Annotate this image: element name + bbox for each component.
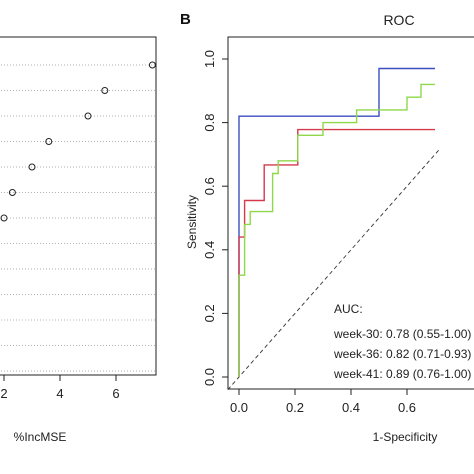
auc-entry: week-30: 0.78 (0.55-1.00): [333, 327, 471, 341]
importance-plot: 2 4 6 %IncMSE: [0, 36, 157, 444]
y-tick-label: 0.4: [202, 241, 217, 259]
y-tick-label: 0.0: [202, 368, 217, 386]
roc-title: ROC: [383, 12, 414, 28]
roc-plot: B ROC 0.0 0.2 0.4 0.6 0.8 1.0 0.0 0.2 0.4 0.6 Se…: [180, 11, 474, 444]
auc-entry: week-36: 0.82 (0.71-0.93): [333, 347, 471, 361]
importance-point: [148, 61, 156, 69]
y-tick-label: 0.8: [202, 114, 217, 132]
importance-point: [84, 112, 92, 120]
x-tick-label: 6: [112, 386, 119, 401]
importance-xlabel: %IncMSE: [14, 430, 67, 444]
y-tick-label: 1.0: [202, 50, 217, 68]
importance-point: [45, 138, 53, 145]
x-tick-label: 0.4: [342, 400, 360, 415]
x-tick-label: 0.0: [230, 400, 248, 415]
x-tick-label: 0.2: [286, 400, 304, 415]
roc-xlabel: 1-Specificity: [373, 430, 438, 444]
auc-entry: week-41: 0.89 (0.76-1.00): [333, 367, 471, 381]
auc-title: AUC:: [334, 302, 363, 316]
panel-label-b: B: [180, 11, 191, 28]
x-tick-label: 0.6: [398, 400, 416, 415]
importance-point: [8, 189, 16, 196]
importance-plot-frame: [0, 36, 157, 376]
roc-diagonal: [227, 147, 441, 391]
importance-point: [101, 87, 109, 94]
roc-curve-week-41: [238, 83, 435, 377]
roc-ylabel: Sensitivity: [185, 195, 199, 249]
importance-point: [0, 214, 8, 222]
roc-curve-week-30: [238, 67, 435, 377]
x-tick-label: 2: [0, 386, 7, 401]
x-tick-label: 4: [56, 386, 63, 401]
y-tick-label: 0.6: [202, 177, 217, 195]
y-tick-label: 0.2: [202, 304, 217, 322]
importance-point: [28, 163, 36, 171]
roc-plot-frame: [227, 36, 474, 390]
